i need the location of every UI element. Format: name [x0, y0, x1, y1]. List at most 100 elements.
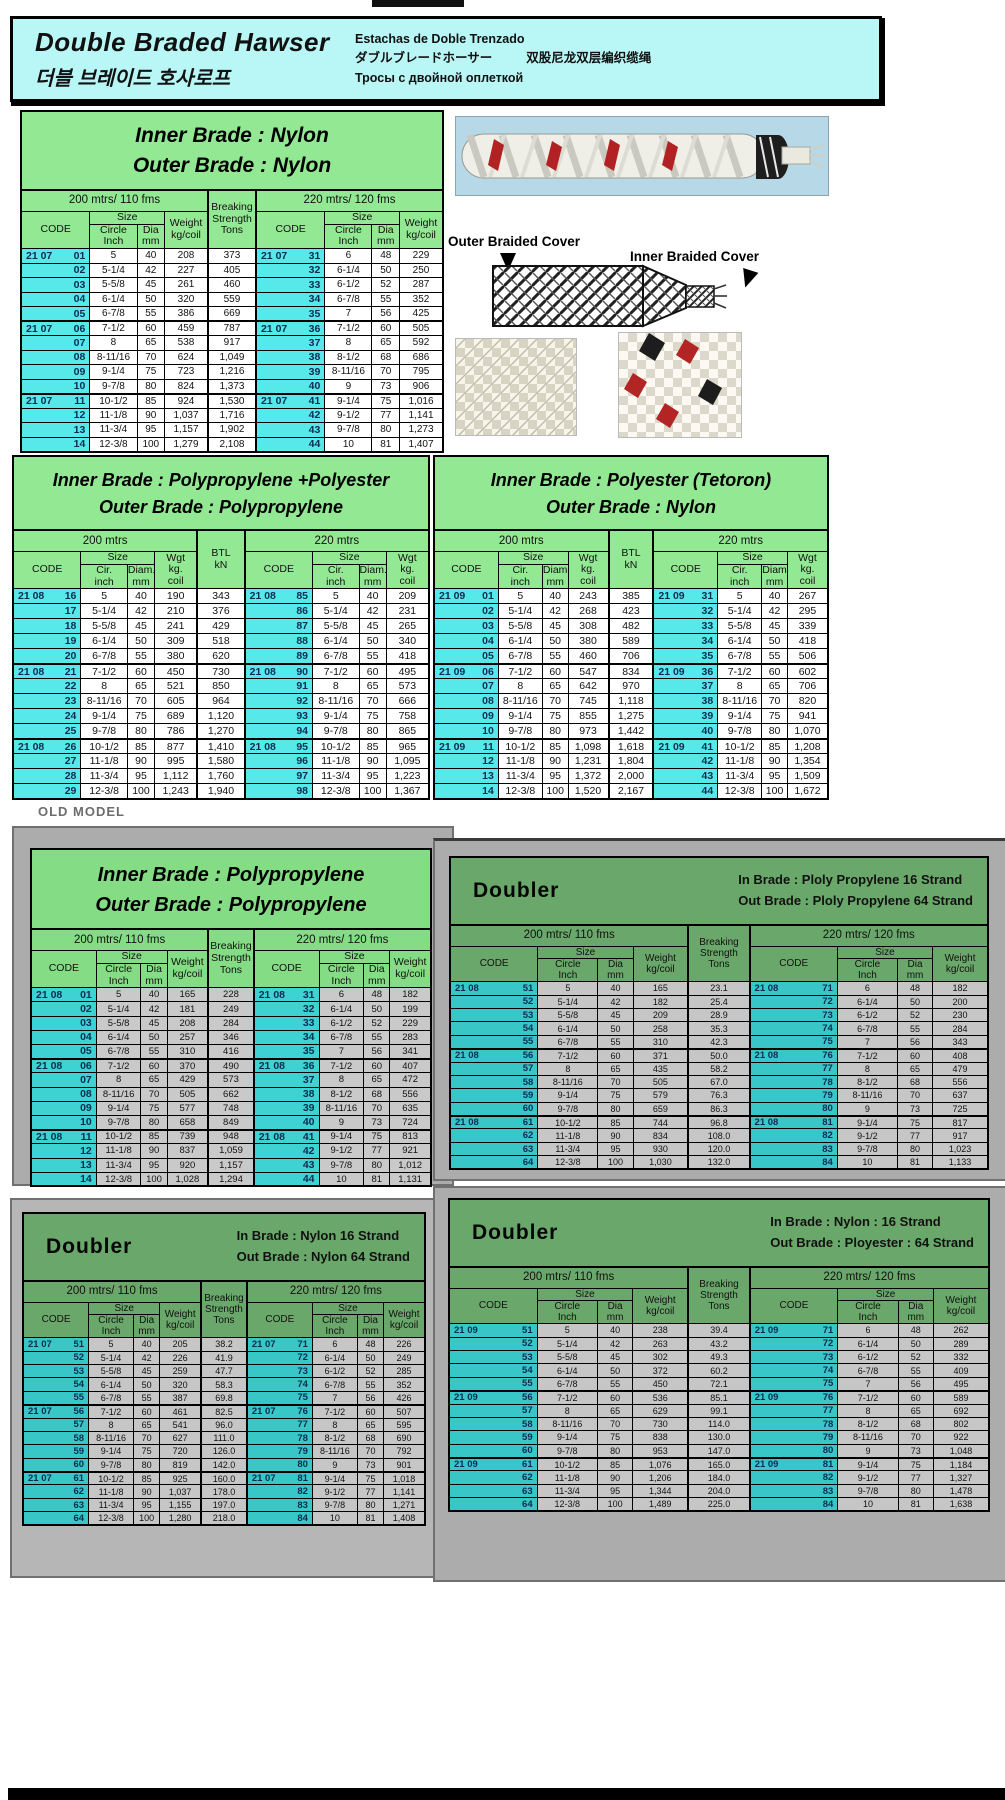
weight-cell: 459 [164, 320, 209, 337]
code-cell: 09 [30, 1100, 97, 1116]
code-value: 59 [73, 1445, 85, 1457]
dia-cell: 65 [140, 1072, 168, 1088]
strength-cell: 28.9 [687, 1007, 751, 1023]
weight-cell: 265 [385, 618, 430, 635]
dia-cell: 70 [896, 1088, 934, 1103]
weight-cell: 190 [154, 588, 198, 605]
dia-cell: 70 [136, 349, 166, 366]
dia-cell: 80 [761, 723, 788, 740]
strength-cell: 126.0 [200, 1444, 248, 1459]
table-row: 21 09 11 10-1/2 85 1,098 1,618 21 09 41 10-1/2 85… [433, 737, 829, 755]
subtitle-chinese: 双股尼龙双层编织缆绳 [526, 51, 652, 66]
dia-cell: 80 [897, 1483, 934, 1499]
table-row: 55 6-7/8 55 387 69.8 75 7 56 426 [22, 1390, 426, 1406]
weight-cell: 595 [383, 1417, 426, 1432]
table-row: 07 8 65 429 573 37 8 65 472 [30, 1072, 432, 1088]
inner-cover-arrow-icon [737, 267, 759, 291]
dia-cell: 80 [356, 1497, 385, 1513]
table-row: 21 07 61 10-1/2 85 925 160.0 21 07 81 9-1/4 75 1,0… [22, 1470, 426, 1486]
code-value: 59 [522, 1089, 534, 1101]
code-value: 60 [522, 1445, 533, 1457]
code-value: 33 [308, 278, 321, 291]
circle-cell: 8-11/16 [95, 1086, 142, 1102]
circle-cell: 8 [537, 1061, 599, 1076]
code-cell: 64 [449, 1155, 539, 1170]
table-header: 200 mtrs/ 110 fms Breaking Strength Tons 220… [448, 1266, 990, 1325]
table-row: 13 11-3/4 95 1,372 2,000 43 11-3/4 95 1,509 [433, 768, 829, 785]
weight-cell: 1,131 [389, 1171, 432, 1187]
circle-cell: 9-7/8 [318, 1157, 365, 1173]
code-value: 38 [701, 695, 714, 708]
code-value: 18 [64, 620, 77, 633]
code-value: 93 [296, 710, 309, 723]
code-value: 14 [482, 785, 494, 797]
dia-cell: 40 [133, 1337, 161, 1352]
circle-header: Circle Inch [537, 957, 599, 983]
code-cell: 34 [253, 1029, 320, 1046]
code-value: 73 [297, 1365, 308, 1377]
row-group: 21 08 01 5 40 165 228 21 08 31 6 48 182 02 5-1/4 42 18… [30, 987, 432, 1060]
table-row: 64 12-3/8 100 1,280 218.0 84 10 81 1,408 [22, 1511, 426, 1526]
table-title: Doubler In Brade : Ploly Propylene 16 Str… [449, 856, 989, 924]
weight-cell: 1,372 [567, 768, 610, 785]
row-group: 21 07 56 7-1/2 60 461 82.5 21 07 76 7-1/2 60 507 57… [22, 1403, 426, 1473]
code-value: 77 [822, 1063, 833, 1075]
code-value: 07 [73, 336, 86, 349]
code-value: 75 [822, 1036, 833, 1048]
code-cell: 10 [433, 723, 499, 740]
strength-cell: 1,760 [196, 768, 246, 785]
circle-cell: 5 [497, 588, 543, 605]
table-row: 09 9-1/4 75 855 1,275 39 9-1/4 75 941 [433, 708, 829, 725]
code-value: 62 [73, 1486, 85, 1498]
weight-cell: 370 [166, 1057, 209, 1074]
strength-cell: 1,157 [207, 1157, 255, 1173]
code-value: 21 08 16 [18, 590, 77, 603]
code-cell: 05 [433, 648, 499, 665]
code-cell: 21 08 01 [30, 987, 97, 1003]
weight-cell: 1,028 [166, 1171, 209, 1187]
dia-cell: 80 [136, 378, 166, 395]
dia-cell: 50 [597, 1021, 634, 1036]
code-cell: 35 [652, 648, 719, 665]
circle-cell: 5-1/4 [717, 603, 763, 620]
code-cell: 94 [244, 723, 314, 740]
strength-cell: 964 [196, 693, 246, 710]
circle-cell: 8 [497, 678, 543, 695]
table-row: 21 08 01 5 40 165 228 21 08 31 6 48 182 [30, 987, 432, 1003]
circle-cell: 6-1/4 [311, 1350, 358, 1365]
code-cell: 21 08 81 [749, 1114, 838, 1130]
code-value: 21 08 71 [754, 982, 833, 994]
weight-cell: 285 [383, 1363, 426, 1379]
table-row: 03 5-5/8 45 261 460 33 6-1/2 52 287 [20, 277, 444, 293]
code-value: 84 [822, 1498, 834, 1510]
code-value: 92 [296, 695, 309, 708]
code-value: 91 [296, 680, 309, 693]
circle-cell: 9-7/8 [88, 1457, 135, 1473]
dia-cell: 90 [133, 1484, 161, 1499]
dia-cell: 100 [358, 783, 387, 800]
code-cell: 72 [749, 994, 838, 1009]
code-cell: 21 09 41 [652, 737, 719, 755]
strength-cell: 2,167 [607, 783, 655, 800]
table-row: 58 8-11/16 70 730 114.0 78 8-1/2 68 802 [448, 1416, 990, 1432]
code-value: 54 [522, 1023, 534, 1035]
table-header: 200 mtrs/ 110 fms Breaking Strength Tons 220… [30, 928, 432, 989]
weight-cell: 210 [154, 603, 198, 620]
dia-cell: 42 [133, 1350, 161, 1365]
strength-cell: 1,618 [607, 737, 655, 755]
circle-cell: 9-1/4 [89, 364, 138, 380]
weight-cell: 505 [399, 320, 444, 337]
circle-cell: 11-1/8 [497, 753, 543, 770]
dia-cell: 95 [126, 768, 156, 785]
subtitle-japanese: ダブルブレードホーサー [355, 51, 493, 66]
size-header: Size [88, 1301, 161, 1315]
dia-cell: 75 [897, 1456, 934, 1472]
circle-cell: 9-7/8 [80, 723, 128, 740]
code-value: 21 07 01 [26, 249, 86, 262]
code-cell: 10 [20, 378, 91, 395]
circle-cell: 8 [95, 1072, 142, 1088]
code-value: 21 08 51 [455, 982, 534, 994]
table-header: 200 mtrs/ 110 fms Breaking Strength Tons 220… [449, 924, 989, 983]
weight-cell: 495 [932, 1376, 990, 1392]
code-cell: 27 [12, 753, 82, 770]
